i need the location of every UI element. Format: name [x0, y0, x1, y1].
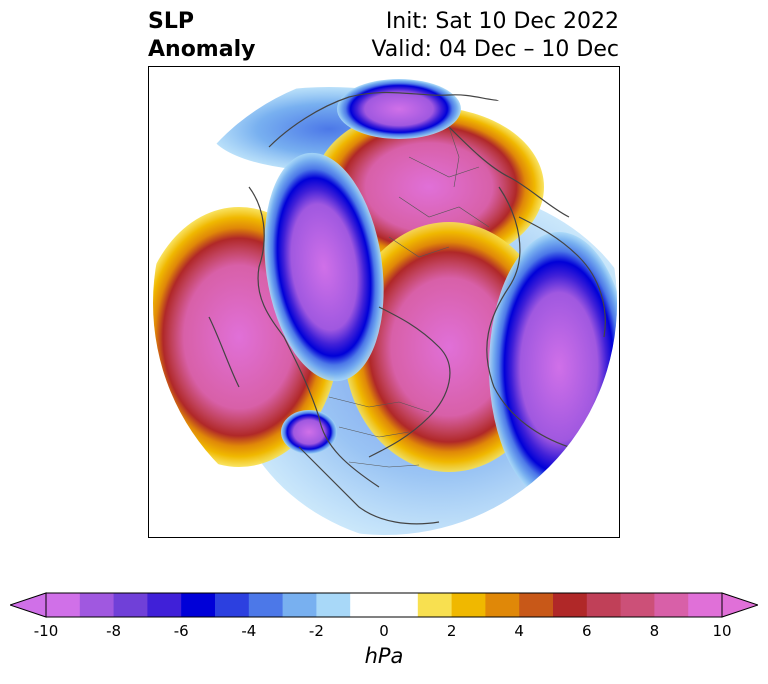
- title-line-2: Anomaly: [148, 37, 256, 62]
- map-panel: [148, 66, 620, 538]
- map-subtitle: Init: Sat 10 Dec 2022 Valid: 04 Dec – 10…: [371, 8, 619, 64]
- colorbar-segment: [316, 593, 351, 617]
- colorbar-segment: [282, 593, 317, 617]
- colorbar-tick-label: -2: [308, 622, 324, 640]
- colorbar-tick-label: 6: [582, 622, 592, 640]
- colorbar-segment: [147, 593, 182, 617]
- colorbar-segment: [46, 593, 81, 617]
- colorbar-max-arrow: [721, 592, 758, 618]
- colorbar-segment: [553, 593, 588, 617]
- colorbar-tick-labels: -10 -8 -6 -4 -2 0 2 4 6 8 10: [0, 622, 768, 644]
- colorbar-segment: [485, 593, 520, 617]
- colorbar-segment: [654, 593, 689, 617]
- init-date-label: Init: Sat 10 Dec 2022: [385, 9, 619, 34]
- colorbar-tick-label: 10: [712, 622, 732, 640]
- colorbar-units-label: hPa: [364, 644, 404, 668]
- title-line-1: SLP: [148, 9, 194, 34]
- colorbar-border: [45, 592, 723, 618]
- colorbar-segment: [79, 593, 115, 617]
- colorbar-segment: [451, 593, 486, 617]
- colorbar-segment: [248, 593, 284, 617]
- colorbar-tick-label: -6: [173, 622, 189, 640]
- colorbar-segment: [586, 593, 622, 617]
- anomaly-region: [264, 152, 384, 382]
- map-title: SLP Anomaly: [148, 8, 255, 64]
- colorbar-min-arrow: [10, 592, 47, 618]
- colorbar-segment: [113, 593, 148, 617]
- colorbar-segment: [688, 593, 723, 617]
- anomaly-region: [337, 79, 461, 139]
- colorbar-segment: [350, 593, 385, 617]
- colorbar-segment: [620, 593, 655, 617]
- colorbar-segment: [215, 593, 250, 617]
- colorbar-tick-label: 8: [649, 622, 660, 640]
- colorbar-segment: [181, 593, 216, 617]
- slp-anomaly-map: [153, 71, 617, 535]
- colorbar-tick-label: -4: [241, 622, 257, 640]
- valid-range-label: Valid: 04 Dec – 10 Dec: [371, 37, 619, 62]
- colorbar-tick-label: -10: [33, 622, 59, 640]
- anomaly-region: [281, 410, 337, 454]
- colorbar-tick-label: 4: [514, 622, 524, 640]
- colorbar-segment: [384, 593, 419, 617]
- borders: [328, 126, 490, 468]
- colorbar-tick-label: 2: [446, 622, 457, 640]
- colorbar-segment: [519, 593, 554, 617]
- colorbar-tick-label: 0: [379, 622, 389, 640]
- colorbar-tick-label: -8: [106, 622, 122, 640]
- coastlines: [208, 91, 606, 525]
- colorbar-segment: [417, 593, 453, 617]
- colorbar: [10, 592, 758, 618]
